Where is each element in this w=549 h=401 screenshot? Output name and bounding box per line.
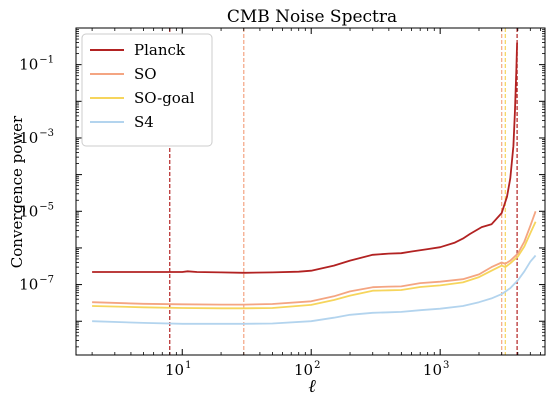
y-tick-label: 10−1 <box>19 55 54 74</box>
y-tick-label: 10−7 <box>19 275 54 294</box>
chart-title: CMB Noise Spectra <box>227 7 397 27</box>
plot-area: 101 102 10310−710−510−310−1PlanckSOSO-goal… <box>19 27 546 379</box>
x-axis-label: ℓ <box>308 376 316 397</box>
legend: Planck SO SO-goal S4 <box>81 33 213 147</box>
axes-frame <box>75 27 546 356</box>
x-tick-label: 102 <box>294 360 320 379</box>
legend-label-so-goal: SO-goal <box>134 89 195 107</box>
x-tick-label: 103 <box>423 360 449 379</box>
y-axis-label: Convergence power <box>8 115 26 268</box>
legend-box <box>81 33 213 147</box>
series-line-so <box>92 210 537 306</box>
legend-label-s4: S4 <box>134 113 154 131</box>
series-line-planck <box>92 42 518 274</box>
legend-label-planck: Planck <box>134 41 186 59</box>
series-line-s4 <box>92 254 537 325</box>
legend-label-so: SO <box>134 65 157 83</box>
x-tick-label: 101 <box>165 360 191 379</box>
series-line-so-goal <box>92 221 537 310</box>
